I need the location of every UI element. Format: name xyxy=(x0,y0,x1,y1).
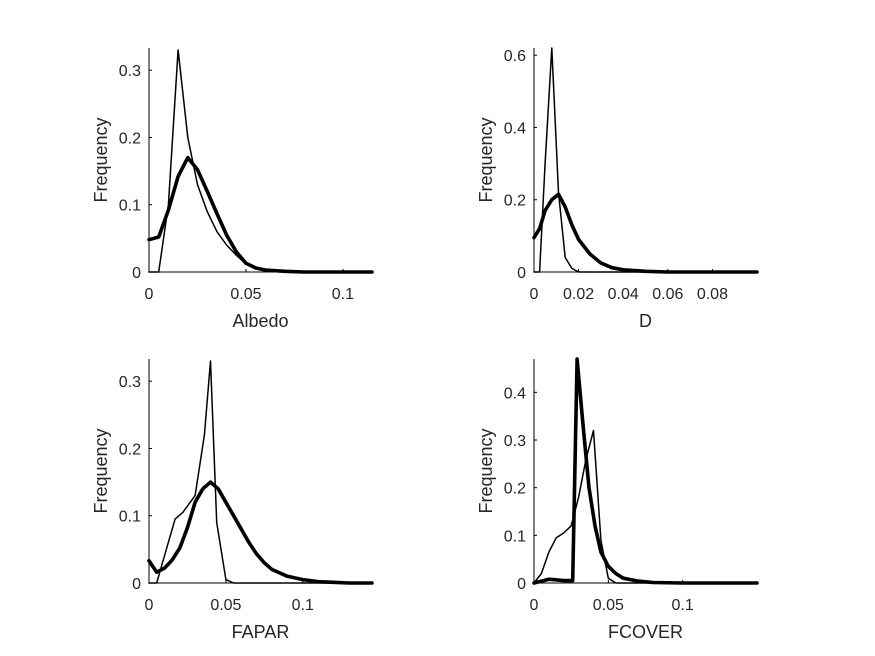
y-axis-label: Frequency xyxy=(476,117,496,202)
y-tick-label: 0.3 xyxy=(119,374,141,391)
y-tick-label: 0.4 xyxy=(504,120,526,137)
y-tick-label: 0.2 xyxy=(504,481,526,498)
x-tick-label: 0.04 xyxy=(608,286,639,303)
y-tick-label: 0 xyxy=(517,265,526,282)
x-axis-label: D xyxy=(639,311,652,331)
series-line-thick xyxy=(532,192,759,274)
x-tick-label: 0.02 xyxy=(563,286,594,303)
series-line-thick xyxy=(532,357,759,585)
series-line-thin xyxy=(533,429,758,584)
y-tick-label: 0.3 xyxy=(119,63,141,80)
panel-fcover: 0 0.05 0.1 0 0.1 0.2 0.3 0.4 FCOVER Frequency xyxy=(476,357,759,642)
y-tick-label: 0.1 xyxy=(119,509,141,526)
x-tick-label: 0.05 xyxy=(230,286,261,303)
x-tick-label: 0 xyxy=(145,286,154,303)
x-tick-label: 0 xyxy=(145,597,154,614)
y-axis-label: Frequency xyxy=(91,117,111,202)
x-tick-label: 0 xyxy=(530,597,539,614)
y-tick-label: 0.2 xyxy=(119,441,141,458)
y-tick-label: 0.3 xyxy=(504,433,526,450)
y-tick-label: 0 xyxy=(517,576,526,593)
x-tick-label: 0 xyxy=(530,286,539,303)
y-tick-label: 0 xyxy=(132,576,141,593)
y-tick-label: 0.1 xyxy=(504,528,526,545)
panel-albedo: 0 0.05 0.1 0 0.1 0.2 0.3 Albedo Frequency xyxy=(91,48,374,331)
x-tick-label: 0.05 xyxy=(210,597,241,614)
y-axis-label: Frequency xyxy=(476,428,496,513)
x-axis-label: FCOVER xyxy=(608,622,683,642)
x-tick-label: 0.05 xyxy=(593,597,624,614)
x-axis-label: Albedo xyxy=(232,311,288,331)
panel-d: 0 0.02 0.04 0.06 0.08 0 0.2 0.4 0.6 D Frequency xyxy=(476,47,759,331)
y-axis-label: Frequency xyxy=(91,428,111,513)
x-tick-label: 0.1 xyxy=(292,597,314,614)
y-tick-label: 0.2 xyxy=(119,130,141,147)
y-tick-label: 0 xyxy=(132,265,141,282)
x-tick-label: 0.08 xyxy=(697,286,728,303)
y-tick-label: 0.6 xyxy=(504,48,526,65)
y-tick-label: 0.1 xyxy=(119,198,141,215)
series-line-thick xyxy=(147,480,374,585)
x-tick-label: 0.1 xyxy=(672,597,694,614)
y-tick-label: 0.4 xyxy=(504,385,526,402)
x-tick-label: 0.1 xyxy=(332,286,354,303)
y-tick-label: 0.2 xyxy=(504,193,526,210)
series-line-thin xyxy=(148,49,373,273)
series-line-thick xyxy=(147,155,374,274)
panel-fapar: 0 0.05 0.1 0 0.1 0.2 0.3 FAPAR Frequency xyxy=(91,359,374,642)
x-axis-label: FAPAR xyxy=(232,622,290,642)
x-tick-label: 0.06 xyxy=(652,286,683,303)
series-line-thin xyxy=(148,360,373,584)
series-line-thin xyxy=(533,47,758,273)
